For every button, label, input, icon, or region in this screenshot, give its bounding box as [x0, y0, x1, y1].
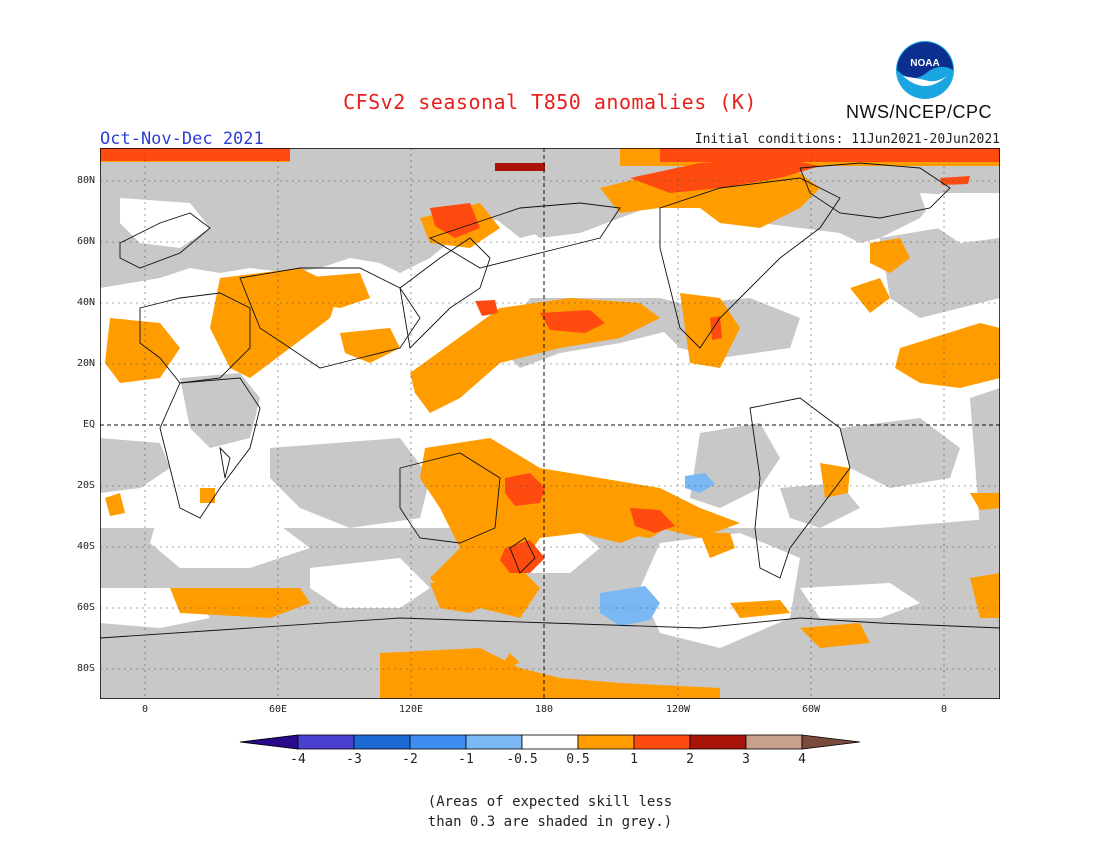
lon-label: 60W [801, 704, 821, 715]
colorbar-tick: 3 [742, 752, 750, 767]
colorbar-swatch [465, 734, 523, 750]
colorbar-swatch [577, 734, 635, 750]
colorbar-swatch [689, 734, 747, 750]
colorbar-left-arrow [239, 734, 299, 750]
agency-label: NWS/NCEP/CPC [846, 102, 993, 122]
colorbar [239, 734, 861, 750]
lon-label: 120E [398, 704, 424, 715]
colorbar-right-arrow [801, 734, 861, 750]
colorbar-tick: -4 [290, 752, 306, 767]
skill-note-line2: than 0.3 are shaded in grey.) [427, 814, 673, 830]
lat-label: 40S [76, 541, 95, 552]
lon-label: 0 [141, 704, 149, 715]
skill-note: (Areas of expected skill less than 0.3 a… [0, 792, 1100, 832]
initial-conditions: Initial conditions: 11Jun2021-20Jun2021 [694, 132, 1000, 147]
lon-label: 180 [534, 704, 554, 715]
lat-label: 60N [76, 236, 95, 247]
colorbar-tick: 4 [798, 752, 806, 767]
colorbar-swatch [409, 734, 467, 750]
colorbar-tick: -1 [458, 752, 474, 767]
colorbar-swatch [297, 734, 355, 750]
colorbar-tick: 0.5 [566, 752, 590, 767]
lat-label: EQ [82, 419, 95, 430]
colorbar-swatch [353, 734, 411, 750]
noaa-logo-text: NOAA [910, 58, 939, 69]
forecast-period: Oct-Nov-Dec 2021 [100, 129, 264, 149]
coastlines [100, 162, 1000, 639]
colorbar-tick: 2 [686, 752, 694, 767]
positive-anomalies-darkred [495, 163, 545, 171]
lat-label: 40N [76, 297, 95, 308]
negative-anomalies-lightblue [600, 473, 715, 626]
lat-label: 20N [76, 358, 95, 369]
anomaly-map [100, 148, 1000, 699]
noaa-logo-icon: NOAA [896, 41, 954, 99]
positive-anomalies-red [100, 148, 1000, 573]
map-title: CFSv2 seasonal T850 anomalies (K) [343, 90, 757, 114]
colorbar-swatch [745, 734, 803, 750]
lat-label: 60S [76, 602, 95, 613]
colorbar-swatch [521, 734, 579, 750]
colorbar-tick: -0.5 [506, 752, 538, 767]
colorbar-swatch [633, 734, 691, 750]
colorbar-tick: -3 [346, 752, 362, 767]
colorbar-tick: 1 [630, 752, 638, 767]
skill-note-line1: (Areas of expected skill less [427, 794, 673, 810]
lon-label: 0 [940, 704, 948, 715]
lon-label: 60E [268, 704, 288, 715]
lat-label: 20S [76, 480, 95, 491]
graticule [100, 148, 1000, 699]
colorbar-tick: -2 [402, 752, 418, 767]
lat-label: 80S [76, 663, 95, 674]
lon-label: 120W [665, 704, 691, 715]
lat-label: 80N [76, 175, 95, 186]
reference-lines [100, 148, 1000, 699]
